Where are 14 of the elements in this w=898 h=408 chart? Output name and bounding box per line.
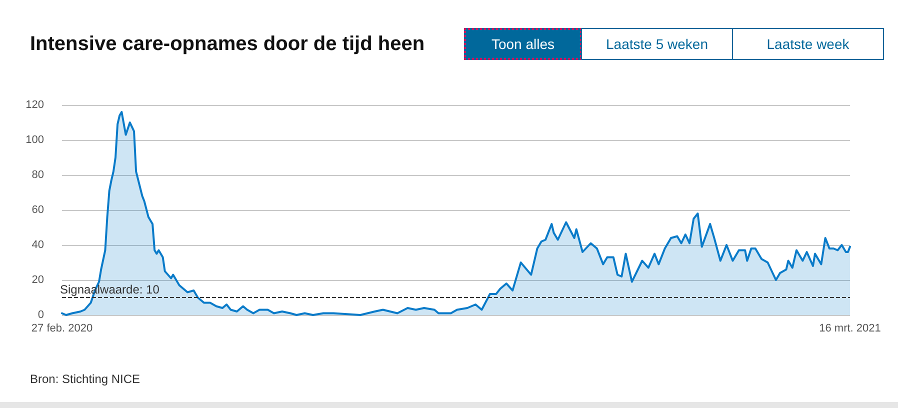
y-tick-label: 40	[32, 239, 44, 251]
toggle-button[interactable]: Laatste 5 weken	[581, 28, 733, 60]
y-tick-label: 60	[32, 204, 44, 216]
y-tick-label: 0	[38, 309, 44, 321]
toggle-button[interactable]: Laatste week	[732, 28, 884, 60]
x-tick-label: 27 feb. 2020	[31, 322, 93, 334]
y-tick-label: 100	[26, 134, 44, 146]
y-tick-label: 20	[32, 274, 44, 286]
toggle-button[interactable]: Toon alles	[464, 28, 582, 60]
x-tick-label: 16 mrt. 2021	[819, 322, 881, 334]
text: Bron: Stichting NICE	[30, 372, 140, 386]
y-tick-label: 120	[26, 99, 44, 111]
y-tick-label: 80	[32, 169, 44, 181]
chart-title: Intensive care-opnames door de tijd heen	[30, 33, 425, 56]
